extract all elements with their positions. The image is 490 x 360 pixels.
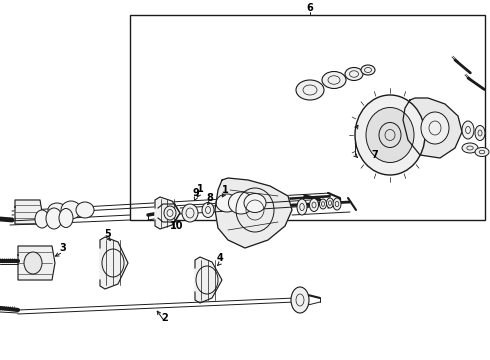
Ellipse shape [216, 194, 238, 212]
Ellipse shape [61, 201, 81, 219]
Polygon shape [403, 98, 462, 158]
Polygon shape [155, 197, 180, 229]
Text: 1: 1 [196, 184, 203, 194]
Ellipse shape [355, 95, 425, 175]
Text: 3: 3 [60, 243, 66, 253]
Polygon shape [100, 237, 128, 289]
Ellipse shape [291, 287, 309, 313]
Text: 7: 7 [371, 150, 378, 160]
Ellipse shape [421, 112, 449, 144]
Ellipse shape [333, 198, 341, 210]
Ellipse shape [182, 204, 198, 222]
Text: 1: 1 [221, 185, 228, 195]
Text: 6: 6 [307, 3, 314, 13]
Ellipse shape [326, 198, 334, 208]
Ellipse shape [296, 80, 324, 100]
Text: 9: 9 [193, 188, 199, 198]
Ellipse shape [310, 198, 318, 212]
Ellipse shape [462, 121, 474, 139]
Text: 2: 2 [162, 313, 169, 323]
Ellipse shape [46, 208, 62, 229]
Text: 5: 5 [105, 229, 111, 239]
Ellipse shape [475, 148, 489, 157]
Ellipse shape [475, 126, 485, 140]
Ellipse shape [345, 68, 363, 81]
Polygon shape [158, 204, 180, 222]
Ellipse shape [319, 199, 326, 209]
Ellipse shape [24, 252, 42, 274]
Ellipse shape [366, 108, 414, 162]
Bar [130, 15, 485, 220]
Ellipse shape [462, 143, 478, 153]
Ellipse shape [322, 72, 346, 89]
Ellipse shape [202, 202, 214, 217]
Ellipse shape [76, 202, 94, 218]
Ellipse shape [35, 210, 49, 228]
Ellipse shape [361, 65, 375, 75]
Polygon shape [18, 246, 55, 280]
Ellipse shape [297, 199, 307, 215]
Ellipse shape [164, 206, 176, 220]
Polygon shape [15, 200, 42, 224]
Ellipse shape [59, 208, 73, 228]
Ellipse shape [244, 194, 266, 212]
Text: 4: 4 [217, 253, 223, 263]
Polygon shape [215, 178, 292, 248]
Ellipse shape [228, 192, 253, 214]
Polygon shape [195, 257, 222, 303]
Text: 10: 10 [170, 221, 184, 231]
Ellipse shape [48, 203, 66, 217]
Text: 8: 8 [207, 193, 214, 203]
